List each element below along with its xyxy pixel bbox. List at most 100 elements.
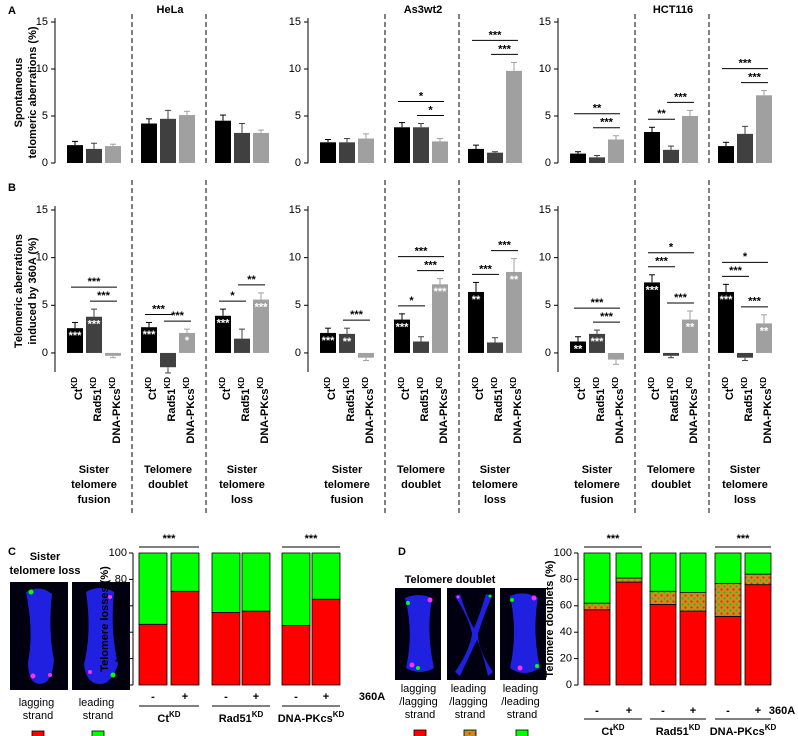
- significance-label: ***: [591, 297, 605, 309]
- category-label-base: DNA-PKcs: [512, 389, 524, 444]
- group-label-base: Ct: [601, 726, 613, 736]
- category-label-suffix: KD: [647, 377, 656, 389]
- significance-label: ***: [152, 303, 166, 315]
- category-label-suffix: KD: [70, 377, 79, 389]
- bar: [506, 271, 522, 353]
- category-label-base: Ct: [326, 388, 338, 400]
- bar-label: ***: [88, 319, 102, 331]
- stacked-segment: [211, 552, 241, 613]
- panel-letter: C: [8, 546, 16, 558]
- legend-line: /lagging: [399, 696, 441, 708]
- category-label-base: Ct: [147, 388, 159, 400]
- x-tick-label: -: [726, 705, 730, 717]
- bar: [394, 319, 410, 353]
- bar-label: ***: [143, 329, 157, 341]
- category-label: Rad51KD: [237, 377, 252, 422]
- group-label: Telomere: [647, 464, 695, 476]
- category-label: Rad51KD: [89, 377, 104, 422]
- category-label-suffix: KD: [685, 377, 694, 389]
- x-tick-label: -: [151, 691, 155, 703]
- significance-label: ***: [607, 533, 621, 545]
- category-label: Rad51KD: [592, 377, 607, 422]
- legend-line: leading: [503, 683, 542, 695]
- bar: [737, 352, 753, 358]
- group-label-base: Ct: [157, 713, 169, 725]
- x-tick-label: -: [294, 691, 298, 703]
- stacked-segment: [583, 552, 611, 604]
- legend-line: leading: [451, 683, 490, 695]
- stacked-segment: [583, 602, 611, 611]
- stacked-segment: [679, 610, 707, 686]
- group-label-suffix: KD: [169, 710, 181, 719]
- bar-label: **: [343, 336, 352, 348]
- group-label: Rad51KD: [656, 723, 701, 736]
- group-label: telomere: [722, 479, 768, 491]
- bar: [215, 120, 231, 163]
- y-tick-label: 20: [560, 653, 572, 665]
- category-label-base: Ct: [400, 388, 412, 400]
- category-label-suffix: KD: [182, 377, 191, 389]
- y-axis-label: Telomeric aberrations: [13, 234, 25, 348]
- bar: [160, 352, 176, 368]
- category-label-suffix: KD: [89, 377, 98, 389]
- bar: [141, 327, 157, 353]
- panel-letter: A: [8, 5, 16, 17]
- stacked-segment: [744, 573, 772, 586]
- y-tick-label: 5: [545, 299, 551, 311]
- significance-label: ***: [424, 260, 438, 272]
- legend-swatch: [515, 729, 529, 736]
- bar-label: ***: [720, 294, 734, 306]
- x-tick-label: -: [224, 691, 228, 703]
- chart-title: As3wt2: [404, 4, 443, 16]
- y-tick-label: 80: [115, 573, 127, 585]
- group-label: Rad51KD: [219, 710, 264, 725]
- bar: [589, 157, 605, 163]
- category-label: DNA-PKcsKD: [108, 377, 123, 444]
- group-label: doublet: [401, 479, 441, 491]
- stacked-segment: [679, 552, 707, 593]
- y-tick-label: 15: [289, 16, 301, 28]
- y-tick-label: 15: [539, 16, 551, 28]
- category-label: Rad51KD: [342, 377, 357, 422]
- significance-label: ***: [748, 72, 762, 84]
- bar: [215, 315, 231, 353]
- legend-line: strand: [507, 709, 538, 721]
- stacked-segment: [615, 552, 643, 579]
- image-title: telomere loss: [10, 565, 81, 577]
- bar: [105, 352, 121, 356]
- y-tick-label: 0: [42, 157, 48, 169]
- significance-label: *: [669, 242, 674, 254]
- chart-title: HCT116: [653, 4, 693, 16]
- legend-line: strand: [23, 710, 54, 722]
- group-label: CtKD: [157, 710, 180, 725]
- category-label-base: Rad51: [493, 389, 505, 422]
- category-label-suffix: KD: [342, 377, 351, 389]
- significance-label: ***: [88, 276, 102, 288]
- y-tick-label: 10: [289, 63, 301, 75]
- group-label: fusion: [581, 494, 614, 506]
- group-label: telomere: [219, 479, 265, 491]
- y-tick-label: 20: [115, 653, 127, 665]
- group-label: DNA-PKcsKD: [710, 723, 777, 736]
- bar: [179, 115, 195, 163]
- legend-line: leading: [79, 697, 118, 709]
- bar: [756, 323, 772, 353]
- group-label: telomere: [71, 479, 117, 491]
- bar: [179, 332, 195, 353]
- category-label-suffix: KD: [759, 377, 768, 389]
- bar-label: ***: [322, 335, 336, 347]
- bar: [487, 152, 503, 163]
- bar: [468, 148, 484, 163]
- bar-label: **: [686, 321, 695, 333]
- category-label: DNA-PKcsKD: [685, 377, 700, 444]
- bar: [570, 153, 586, 163]
- group-label-base: DNA-PKcs: [278, 713, 333, 725]
- significance-label: ***: [674, 292, 688, 304]
- category-label: CtKD: [70, 377, 85, 400]
- group-label: telomere: [574, 479, 620, 491]
- category-label-base: Rad51: [669, 389, 681, 422]
- group-label-suffix: KD: [613, 723, 625, 732]
- bar: [682, 116, 698, 163]
- y-tick-label: 5: [42, 299, 48, 311]
